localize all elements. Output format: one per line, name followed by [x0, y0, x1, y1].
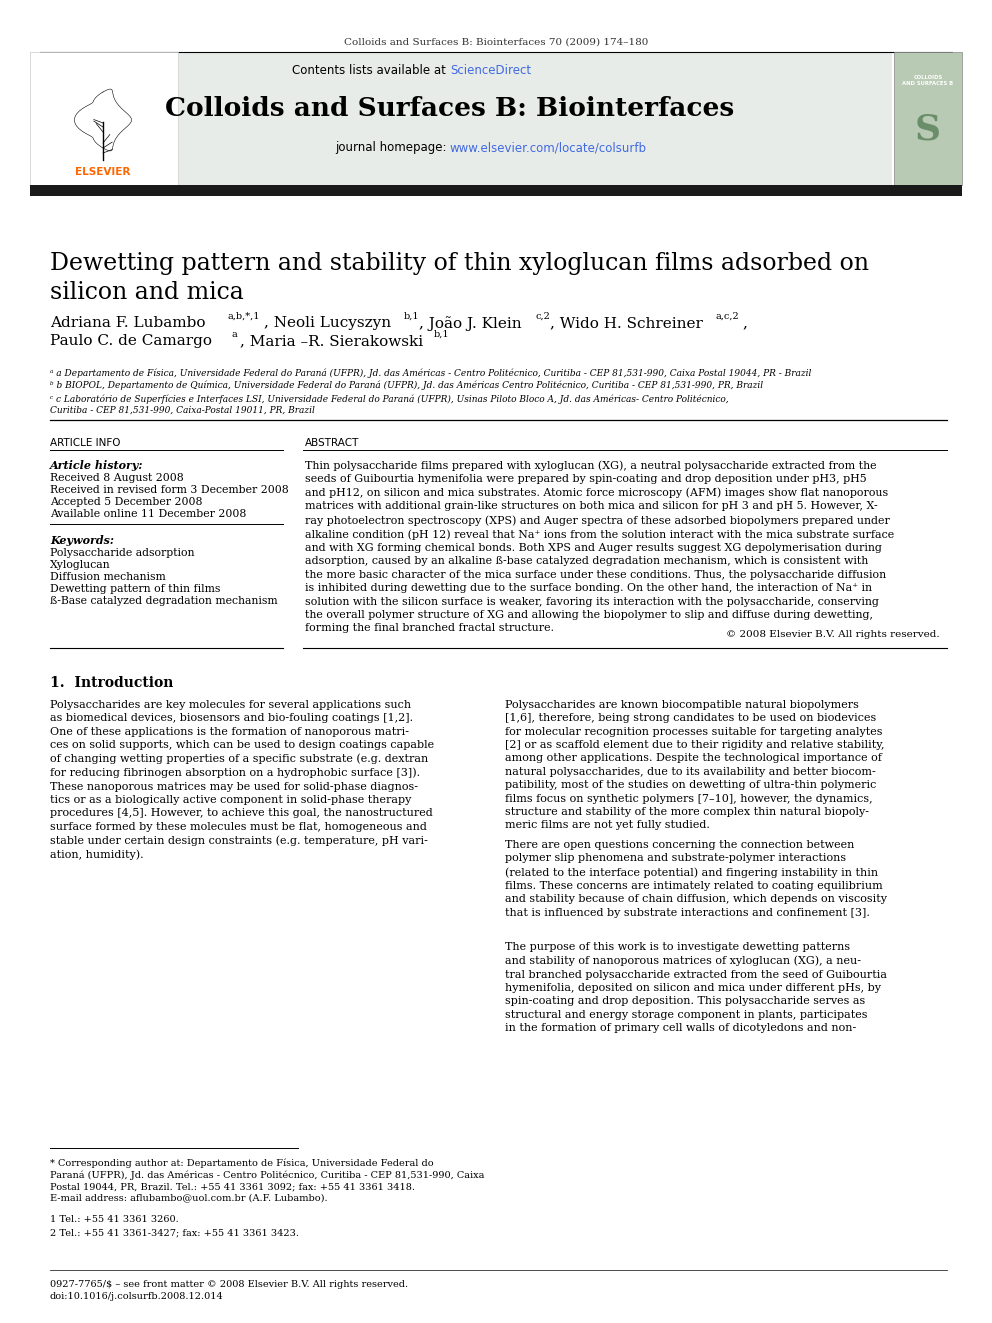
Text: , João J. Klein: , João J. Klein — [419, 316, 522, 331]
Text: a,c,2: a,c,2 — [716, 312, 740, 321]
Text: 2 Tel.: +55 41 3361-3427; fax: +55 41 3361 3423.: 2 Tel.: +55 41 3361-3427; fax: +55 41 33… — [50, 1228, 299, 1237]
Text: Dewetting pattern and stability of thin xyloglucan films adsorbed on
silicon and: Dewetting pattern and stability of thin … — [50, 251, 869, 304]
Text: Thin polysaccharide films prepared with xyloglucan (XG), a neutral polysaccharid: Thin polysaccharide films prepared with … — [305, 460, 894, 634]
Text: c,2: c,2 — [535, 312, 550, 321]
Bar — [30, 52, 892, 185]
Text: ,: , — [742, 316, 747, 329]
Text: journal homepage:: journal homepage: — [334, 142, 450, 155]
Text: COLLOIDS
AND SURFACES B: COLLOIDS AND SURFACES B — [903, 75, 953, 86]
Text: Available online 11 December 2008: Available online 11 December 2008 — [50, 509, 246, 519]
Text: ß-Base catalyzed degradation mechanism: ß-Base catalyzed degradation mechanism — [50, 595, 278, 606]
Text: Xyloglucan: Xyloglucan — [50, 560, 111, 570]
Text: Dewetting pattern of thin films: Dewetting pattern of thin films — [50, 583, 220, 594]
Text: ARTICLE INFO: ARTICLE INFO — [50, 438, 120, 448]
Text: Accepted 5 December 2008: Accepted 5 December 2008 — [50, 497, 202, 507]
Text: , Neoli Lucyszyn: , Neoli Lucyszyn — [264, 316, 391, 329]
Text: Contents lists available at: Contents lists available at — [293, 64, 450, 77]
Text: a,b,*,1: a,b,*,1 — [228, 312, 261, 321]
Text: Polysaccharides are known biocompatible natural biopolymers
[1,6], therefore, be: Polysaccharides are known biocompatible … — [505, 700, 885, 831]
Text: Paulo C. de Camargo: Paulo C. de Camargo — [50, 333, 212, 348]
Text: www.elsevier.com/locate/colsurfb: www.elsevier.com/locate/colsurfb — [450, 142, 647, 155]
Text: ScienceDirect: ScienceDirect — [450, 64, 531, 77]
Text: Adriana F. Lubambo: Adriana F. Lubambo — [50, 316, 205, 329]
Text: ABSTRACT: ABSTRACT — [305, 438, 359, 448]
Text: 0927-7765/$ – see front matter © 2008 Elsevier B.V. All rights reserved.
doi:10.: 0927-7765/$ – see front matter © 2008 El… — [50, 1279, 408, 1301]
Text: 1.  Introduction: 1. Introduction — [50, 676, 174, 691]
Text: Received 8 August 2008: Received 8 August 2008 — [50, 474, 184, 483]
Bar — [30, 52, 178, 185]
Text: Article history:: Article history: — [50, 460, 144, 471]
Text: Polysaccharides are key molecules for several applications such
as biomedical de: Polysaccharides are key molecules for se… — [50, 700, 434, 860]
Text: ELSEVIER: ELSEVIER — [75, 167, 131, 177]
Text: There are open questions concerning the connection between
polymer slip phenomen: There are open questions concerning the … — [505, 840, 887, 918]
Text: Received in revised form 3 December 2008: Received in revised form 3 December 2008 — [50, 486, 289, 495]
Text: Polysaccharide adsorption: Polysaccharide adsorption — [50, 548, 194, 558]
Text: ᵃ a Departamento de Física, Universidade Federal do Paraná (UFPR), Jd. das Améri: ᵃ a Departamento de Física, Universidade… — [50, 368, 811, 377]
Text: , Maria –R. Sierakowski: , Maria –R. Sierakowski — [240, 333, 424, 348]
Text: © 2008 Elsevier B.V. All rights reserved.: © 2008 Elsevier B.V. All rights reserved… — [726, 630, 940, 639]
Text: The purpose of this work is to investigate dewetting patterns
and stability of n: The purpose of this work is to investiga… — [505, 942, 887, 1033]
Text: ᵇ b BIOPOL, Departamento de Química, Universidade Federal do Paraná (UFPR), Jd. : ᵇ b BIOPOL, Departamento de Química, Uni… — [50, 381, 763, 390]
Text: Diffusion mechanism: Diffusion mechanism — [50, 572, 166, 582]
Bar — [30, 185, 962, 196]
Text: Keywords:: Keywords: — [50, 534, 114, 546]
Text: , Wido H. Schreiner: , Wido H. Schreiner — [550, 316, 703, 329]
Text: Colloids and Surfaces B: Biointerfaces: Colloids and Surfaces B: Biointerfaces — [166, 95, 735, 120]
Text: S: S — [915, 112, 941, 147]
Text: b,1: b,1 — [404, 312, 420, 321]
Text: a: a — [232, 329, 238, 339]
Text: ᶜ c Laboratório de Superfícies e Interfaces LSI, Universidade Federal do Paraná : ᶜ c Laboratório de Superfícies e Interfa… — [50, 394, 729, 415]
Bar — [894, 52, 962, 185]
Text: * Corresponding author at: Departamento de Física, Universidade Federal do
Paran: * Corresponding author at: Departamento … — [50, 1158, 484, 1203]
Text: Colloids and Surfaces B: Biointerfaces 70 (2009) 174–180: Colloids and Surfaces B: Biointerfaces 7… — [344, 37, 648, 46]
Text: 1 Tel.: +55 41 3361 3260.: 1 Tel.: +55 41 3361 3260. — [50, 1215, 179, 1224]
Text: b,1: b,1 — [434, 329, 449, 339]
